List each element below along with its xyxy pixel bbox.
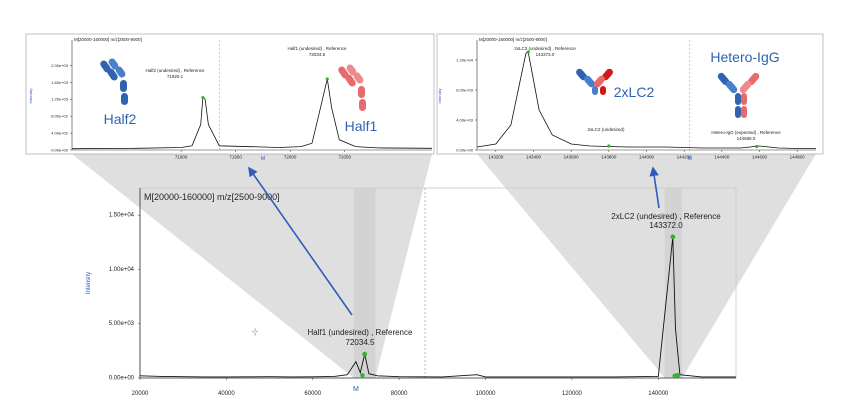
inset-right-peak-marker [607,144,611,148]
main-y-tick-label: 1.50e+04 [109,213,135,219]
zoom-funnel-right [477,154,816,378]
main-x-tick-label: 80000 [391,391,408,397]
half1-antibody-icon [338,64,366,111]
inset-left-peak-markers [201,77,329,100]
lc2-label: 2xLC2 [614,84,655,100]
inset-right-peak-marker [755,144,759,149]
inset-right-x-tick-label: 144400 [714,155,730,160]
inset-right-x-ticks: 143200 143400 143600 143800 144000 144200 1444… [488,150,805,160]
main-peak-marker [670,234,676,240]
inset-right-x-tick-label: 143200 [488,155,504,160]
main-x-tick-label: 40000 [218,391,235,397]
main-base-marker [675,373,681,378]
half2-antibody-icon [100,58,128,105]
main-peak-markers [360,234,681,379]
inset-left-y-ticks: 0.00e+00 4.00e+02 8.00e+02 1.20e+03 1.60e+03… [51,63,72,153]
inset-right-y-tick-label: 8.00e+03 [456,88,474,93]
inset-left-chart: 0.00e+00 4.00e+02 8.00e+02 1.20e+03 1.60e+03… [25,33,435,162]
half2-label: Half2 [104,111,137,127]
inset-left-x-tick-label: 71950 [229,155,242,160]
zoom-arrow-left [248,166,353,316]
inset-left-peak-marker [201,95,205,100]
main-peak-marker [362,351,368,357]
inset-right-x-tick-label: 144600 [752,155,768,160]
inset-left-x-tick-label: 71900 [175,155,188,160]
inset-right-annotation-hetero-value: 144585.0 [737,136,756,141]
main-ylabel: Intensity [86,272,92,294]
inset-left-peak-marker [325,77,329,81]
inset-right-peak-marker [526,50,530,54]
main-annotation-half1-value: 72034.5 [346,338,375,347]
main-x-marker: M [353,386,359,393]
main-y-tick-label: 5.00e+03 [109,321,135,327]
inset-right-y-tick-label: 4.00e+03 [456,118,474,123]
inset-left-y-tick-label: 2.00e+03 [51,63,69,68]
main-x-tick-label: 100000 [475,391,496,397]
inset-left-x-ticks: 71900 71950 72000 72050 [175,150,351,160]
main-y-tick-label: 1.00e+04 [109,267,135,273]
inset-right-y-tick-label: 0.00e+00 [456,148,474,153]
cursor-glyph: -¦- [252,329,259,336]
main-trace [139,236,736,378]
main-annotation-2xlc2-value: 143372.0 [649,221,683,230]
main-annotation-half1-label: Half1 (undesired) , Reference [308,328,413,337]
inset-right-x-tick-label: 143800 [601,155,617,160]
inset-right-ylabel: Intensity [437,89,442,104]
inset-right-y-ticks: 0.00e+00 4.00e+03 8.00e+03 1.20e+04 [456,58,477,153]
inset-right-title: M[20000-160000] m/z[2500-9000] [479,37,547,42]
inset-left-y-tick-label: 4.00e+02 [51,131,69,136]
inset-left-y-tick-label: 8.00e+02 [51,114,69,119]
inset-right-annotation-2xlc2-value: 143372.0 [536,52,555,57]
main-peak-band-2 [664,188,683,378]
inset-right-x-tick-label: 143400 [526,155,542,160]
inset-right-x-marker: M [688,156,692,162]
main-x-ticks: 20000 40000 60000 80000 100000 120000 140000 [132,378,669,397]
inset-left-x-marker: M [261,156,265,162]
main-x-tick-label: 20000 [132,391,149,397]
main-title: M[20000-160000] m/z[2500-9000] [144,192,280,202]
inset-right-y-tick-label: 1.20e+04 [456,58,474,63]
inset-right-peak-markers [526,50,759,149]
main-base-marker [360,373,365,378]
inset-right-annotation-hetero-label: Hetero-IgG (expected) , Reference [711,130,781,135]
inset-left-y-tick-label: 1.20e+03 [51,97,69,102]
inset-left-y-tick-label: 0.00e+00 [51,148,69,153]
zoom-funnel-left [72,154,432,378]
inset-left-annotation-half2-value: 71920.1 [167,74,184,79]
main-base-marker [672,373,677,379]
inset-right-annotation-2xlc2-minor: 2xLC2 (undesired) [587,127,625,132]
inset-left-trace [71,78,433,150]
main-x-tick-label: 120000 [562,391,583,397]
inset-left-x-tick-label: 72000 [284,155,297,160]
inset-left-frame [25,33,435,155]
main-y-ticks: 0.00e+00 5.00e+03 1.00e+04 1.50e+04 [109,213,140,382]
inset-left-annotation-half2-label: Half2 (undesired) , Reference [145,68,205,73]
main-y-tick-label: 0.00e+00 [109,376,135,382]
inset-right-annotation-2xlc2-label: 2xLC2 (undesired) , Reference [514,46,576,51]
inset-right-x-tick-label: 144000 [639,155,655,160]
main-x-tick-label: 60000 [304,391,321,397]
inset-left-y-tick-label: 1.60e+03 [51,80,69,85]
inset-right-x-tick-label: 144800 [790,155,806,160]
main-annotation-2xlc2-label: 2xLC2 (undesired) , Reference [611,212,721,221]
inset-left-title: M[20000-160000] m/z[2500-9000] [74,37,142,42]
inset-left-x-tick-label: 72050 [338,155,351,160]
main-x-tick-label: 140000 [648,391,669,397]
hetero-igg-label: Hetero-IgG [710,49,779,65]
inset-right-trace [476,51,816,149]
hetero-igg-icon [717,72,760,118]
inset-left-ylabel: Intensity [28,89,33,104]
inset-left-annotation-half1-value: 72034.5 [309,52,326,57]
inset-right-frame [436,33,824,155]
main-peak-band-1 [353,188,376,378]
half1-label: Half1 [345,118,378,134]
inset-right-x-tick-label: 143600 [564,155,580,160]
inset-right-chart: 0.00e+004.00e+038.00e+031.20e+04 143200 1… [436,33,824,162]
lc2-dimer-icon [576,68,613,95]
inset-left-annotation-half1-label: Half1 (undesired) , Reference [287,46,347,51]
zoom-arrow-right [649,166,660,209]
main-chart: 0.00e+00 5.00e+03 1.00e+04 1.50e+04 20000 40… [86,187,737,397]
inset-right-x-tick-label: 144200 [677,155,693,160]
